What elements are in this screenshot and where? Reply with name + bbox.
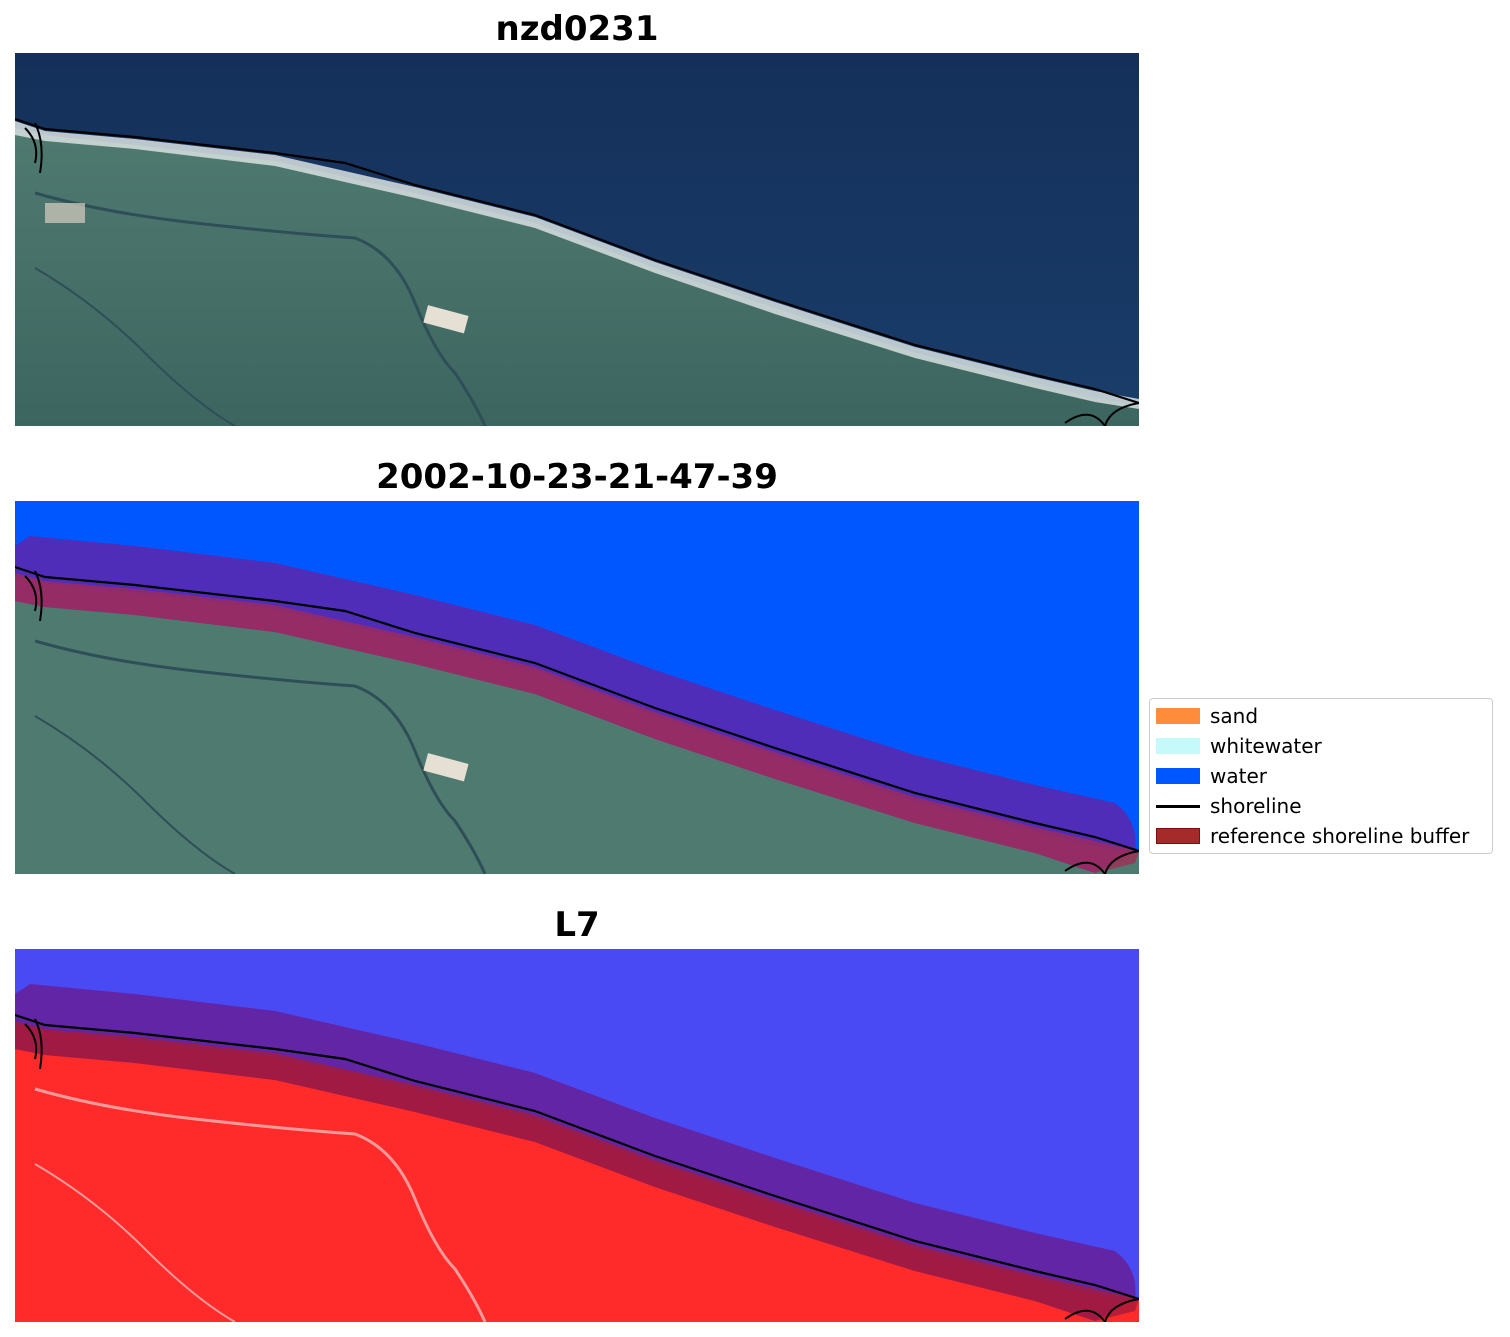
- field-patch: [423, 305, 469, 334]
- rgb-image-panel: [15, 53, 1139, 426]
- panel-title-rgb: nzd0231: [495, 9, 659, 49]
- legend-item-water: [1156, 764, 1200, 788]
- panel-title-classified: 2002-10-23-21-47-39: [376, 457, 778, 497]
- panel-title-index: L7: [554, 905, 600, 945]
- inlet-right: [1064, 402, 1139, 426]
- field-patch: [423, 753, 469, 782]
- legend-item-whitewater: [1156, 734, 1200, 758]
- legend: sand whitewater water shoreline referenc…: [1149, 698, 1493, 854]
- sand-swatch: [1156, 708, 1200, 724]
- buffer-swatch: [1156, 828, 1200, 844]
- legend-label-shoreline: shoreline: [1210, 794, 1302, 818]
- inlet-left: [24, 122, 43, 174]
- land-area: [15, 128, 1139, 426]
- creek: [34, 1163, 236, 1322]
- buffer-land-side: [15, 573, 1139, 873]
- legend-label-whitewater: whitewater: [1210, 734, 1322, 758]
- legend-label-buffer: reference shoreline buffer: [1210, 824, 1470, 848]
- legend-label-sand: sand: [1210, 704, 1259, 728]
- water-swatch: [1156, 768, 1200, 784]
- legend-label-water: water: [1210, 764, 1267, 788]
- index-image-panel: [15, 949, 1139, 1322]
- inlet-left: [24, 1018, 43, 1070]
- inlet-right: [1064, 850, 1139, 874]
- whitewater-swatch: [1156, 738, 1200, 754]
- beach-strip: [15, 121, 1139, 409]
- inlet-left: [24, 570, 43, 622]
- creek: [34, 715, 236, 874]
- sand-patch: [45, 203, 85, 223]
- shoreline: [15, 117, 1139, 405]
- river: [34, 1087, 487, 1322]
- legend-item-shoreline: [1156, 794, 1200, 818]
- shoreline: [15, 565, 1139, 853]
- legend-item-buffer: [1156, 824, 1200, 848]
- classified-image-panel: [15, 501, 1139, 874]
- shoreline-swatch: [1156, 804, 1200, 808]
- inlet-right: [1064, 1298, 1139, 1322]
- creek: [34, 267, 236, 426]
- legend-item-sand: [1156, 704, 1200, 728]
- river: [34, 639, 487, 874]
- river: [34, 191, 487, 426]
- buffer-land-side: [15, 1021, 1139, 1321]
- shoreline: [15, 1013, 1139, 1301]
